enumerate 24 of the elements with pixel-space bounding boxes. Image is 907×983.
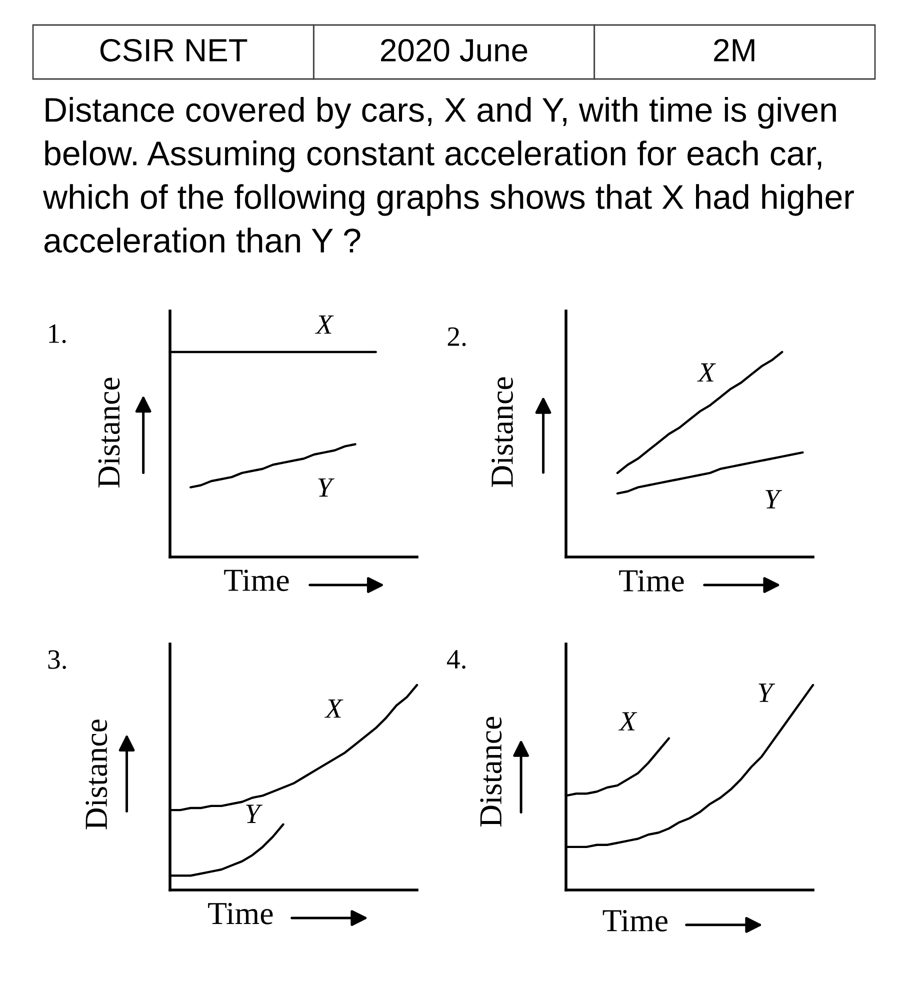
- series-label: Y: [766, 490, 782, 508]
- x-axis-title: Time: [602, 910, 668, 932]
- series-label: X: [618, 712, 638, 730]
- y-axis-title: Distance: [86, 720, 108, 830]
- series-label: X: [697, 363, 716, 382]
- text: 2M: [714, 38, 754, 62]
- series-label: Y: [318, 478, 335, 497]
- chart-title: 1.: [49, 324, 66, 344]
- series-label: Y: [246, 804, 263, 823]
- chart-title: 4.: [446, 650, 466, 669]
- chart-title: 3.: [48, 650, 66, 670]
- text: CSIR NET: [100, 38, 248, 62]
- y-axis-title: Distance: [98, 378, 120, 488]
- x-axis-title: Time: [224, 570, 289, 592]
- text: Distance covered by cars, X and Y, with time is given below. Assuming constant acceleration for each car, which of the following graphs shows that X had higher acceleration than Y ?: [42, 97, 854, 253]
- y-axis-title: Distance: [492, 377, 513, 487]
- chart-title: 2.: [448, 327, 466, 346]
- y-axis-title: Distance: [480, 716, 502, 827]
- series-label: X: [314, 315, 334, 334]
- series-label: Y: [758, 684, 776, 702]
- series-label: X: [324, 699, 344, 718]
- x-axis-title: Time: [619, 570, 684, 592]
- x-axis-title: Time: [208, 902, 273, 924]
- text: 2020 June: [381, 38, 528, 62]
